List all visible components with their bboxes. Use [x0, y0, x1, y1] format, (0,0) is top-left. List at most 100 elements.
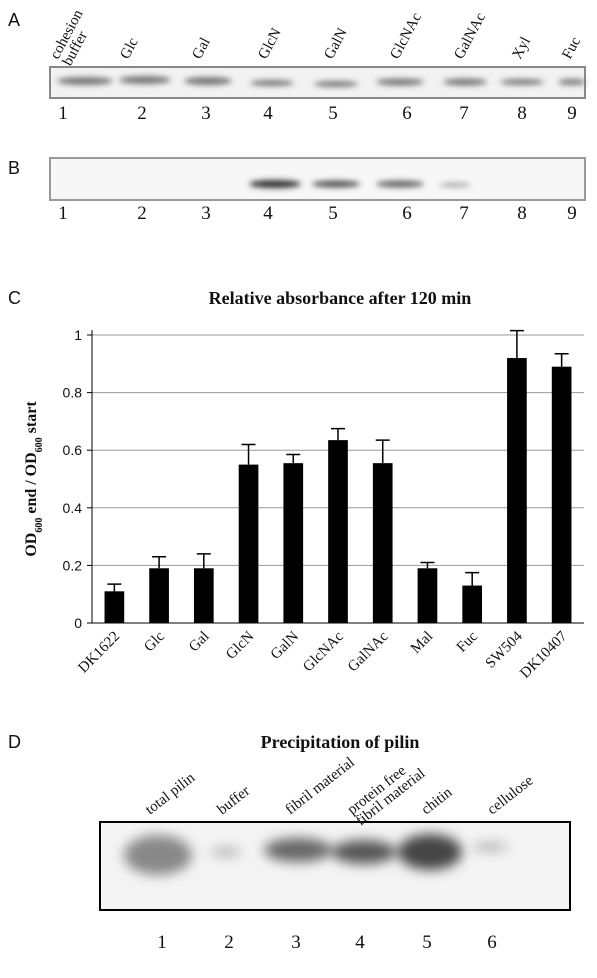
lane-number: 3	[201, 103, 211, 124]
lane-label: Glc	[117, 35, 141, 62]
lane-number: 5	[328, 103, 338, 124]
lane-label-line: Glc	[117, 35, 141, 62]
lane-label: GlcNAc	[387, 10, 425, 62]
x-tick-label: GlcNAc	[300, 628, 347, 675]
lane-number: 6	[487, 932, 497, 953]
lane-number: 4	[263, 203, 273, 224]
lane-label-line: buffer	[215, 783, 254, 818]
bar	[373, 463, 393, 623]
lane-number: 3	[201, 203, 211, 224]
error-bar	[152, 557, 166, 569]
lane-number: 3	[291, 932, 301, 953]
lane-number: 5	[422, 932, 432, 953]
lane-number: 5	[328, 203, 338, 224]
lane-number: 2	[137, 203, 147, 224]
error-bar	[331, 429, 345, 441]
bar	[239, 465, 259, 623]
y-label-sub: 600	[34, 437, 45, 452]
lane-number: 1	[58, 103, 68, 124]
x-tick-label: Gal	[186, 629, 213, 656]
y-axis-label: OD600 end / OD600 start	[23, 401, 45, 557]
error-bar	[286, 455, 300, 464]
error-bar	[465, 573, 479, 586]
lane-label: GalN	[321, 26, 350, 62]
lane-label-line: chitin	[419, 784, 456, 818]
y-tick-label: 0	[74, 615, 82, 631]
lane-number: 9	[567, 103, 577, 124]
error-bar	[197, 554, 211, 568]
lane-label: protein freefibril material	[345, 755, 429, 830]
lane-number: 7	[459, 103, 469, 124]
x-tick-label: DK10407	[517, 628, 571, 682]
bar	[194, 568, 214, 623]
lane-label: Fuc	[559, 34, 584, 62]
lane-label: cellulose	[485, 773, 537, 819]
x-tick-label: SW504	[483, 628, 526, 671]
lane-label: Gal	[189, 35, 213, 62]
lane-label: cohesionbuffer	[47, 7, 99, 69]
x-tick-label: Glc	[141, 628, 168, 655]
error-bar	[555, 354, 569, 367]
lane-label-line: Gal	[189, 35, 213, 62]
lane-label-line: GalNAc	[451, 10, 489, 62]
bar	[149, 568, 169, 623]
y-tick-label: 0.2	[63, 557, 83, 573]
lane-label-line: Xyl	[509, 35, 534, 62]
y-tick-label: 0.8	[63, 385, 83, 401]
bar	[328, 440, 348, 623]
lane-number: 7	[459, 203, 469, 224]
chart-title: Relative absorbance after 120 min	[209, 288, 472, 308]
y-tick-label: 0.4	[63, 500, 83, 516]
lane-number: 9	[567, 203, 577, 224]
lane-number: 2	[224, 932, 234, 953]
lane-number: 8	[517, 103, 527, 124]
y-tick-label: 1	[74, 327, 82, 343]
lane-number: 1	[157, 932, 167, 953]
lane-number: 6	[402, 203, 412, 224]
error-bar	[107, 584, 121, 591]
lane-label-line: total pilin	[143, 770, 199, 819]
panel-label: B	[8, 158, 20, 178]
y-label-part: start	[23, 401, 40, 438]
panel-title: Precipitation of pilin	[261, 732, 420, 752]
lane-label-line: Fuc	[559, 34, 584, 62]
lane-label: GlcN	[255, 26, 284, 62]
y-tick-label: 0.6	[63, 442, 83, 458]
error-bar	[242, 444, 256, 464]
lane-label: chitin	[419, 784, 456, 818]
lane-label: total pilin	[143, 770, 199, 819]
bar	[418, 568, 438, 623]
x-tick-label: GalNAc	[345, 628, 392, 675]
x-tick-label: GalN	[268, 628, 302, 662]
lane-number: 2	[137, 103, 147, 124]
lane-label: buffer	[215, 783, 254, 818]
blot-b	[50, 158, 585, 200]
x-tick-label: Fuc	[454, 628, 481, 655]
bar	[507, 358, 527, 623]
panel-label: D	[8, 732, 21, 752]
bar	[105, 591, 125, 623]
bar	[462, 586, 482, 623]
lane-number: 1	[58, 203, 68, 224]
bar	[283, 463, 303, 623]
lane-label-line: GalN	[321, 26, 350, 62]
lane-number: 4	[355, 932, 365, 953]
lane-label: GalNAc	[451, 10, 489, 62]
panel-label: C	[8, 288, 21, 308]
x-tick-label: GlcN	[223, 628, 257, 662]
y-label-part: OD	[23, 533, 40, 557]
lane-number: 8	[517, 203, 527, 224]
figure: A B C D Relative absorbance after 120 mi…	[0, 0, 597, 978]
x-tick-label: DK1622	[75, 629, 123, 677]
bar	[552, 367, 572, 623]
y-label-sub: 600	[34, 518, 45, 533]
lane-number: 6	[402, 103, 412, 124]
lane-label-line: GlcNAc	[387, 10, 425, 62]
lane-number: 4	[263, 103, 273, 124]
lane-label-line: cellulose	[485, 773, 537, 819]
y-label-part: end / OD	[23, 452, 40, 517]
lane-label: Xyl	[509, 35, 534, 62]
panel-label: A	[8, 10, 20, 30]
error-bar	[376, 440, 390, 463]
lane-label-line: GlcN	[255, 26, 284, 62]
